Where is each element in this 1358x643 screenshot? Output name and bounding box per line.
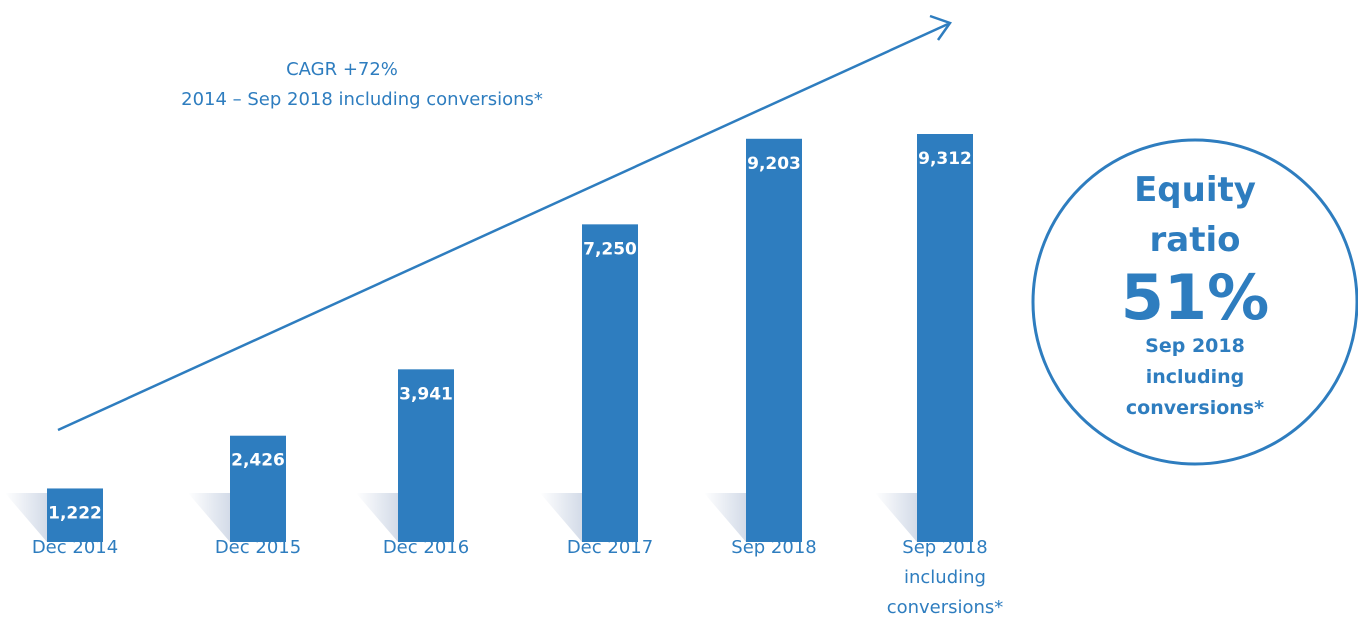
callout: Equity ratio 51% Sep 2018 including conv… bbox=[1120, 170, 1270, 419]
bar bbox=[47, 488, 103, 542]
callout-title: Equity ratio bbox=[1134, 170, 1256, 260]
x-tick-label: Sep 2018 bbox=[731, 537, 817, 558]
annotation: CAGR +72% bbox=[286, 59, 398, 80]
bar bbox=[230, 435, 286, 542]
bar-shadow bbox=[704, 493, 746, 542]
bar bbox=[398, 369, 454, 542]
callout-value: 51% bbox=[1120, 261, 1270, 334]
bar bbox=[917, 134, 973, 542]
trend-arrow bbox=[57, 22, 949, 432]
bar-shadow bbox=[188, 493, 230, 542]
data-label: 2,426 bbox=[231, 451, 285, 471]
data-label: 3,941 bbox=[399, 384, 453, 404]
data-label: 9,203 bbox=[747, 154, 801, 174]
x-tick-label: Dec 2014 bbox=[31, 537, 119, 558]
bar bbox=[746, 138, 802, 543]
annotation: 2014 – Sep 2018 including conversions* bbox=[181, 89, 543, 110]
bar bbox=[582, 224, 638, 542]
data-label: 7,250 bbox=[583, 239, 637, 259]
data-label: 1,222 bbox=[48, 503, 102, 523]
x-tick-label: Dec 2017 bbox=[566, 537, 654, 558]
x-tick-label: Dec 2016 bbox=[382, 537, 470, 558]
callout-note: Sep 2018 including conversions* bbox=[1125, 335, 1265, 419]
data-label: 9,312 bbox=[918, 149, 972, 169]
bar-shadow bbox=[540, 493, 582, 542]
bar-shadow bbox=[5, 493, 47, 542]
arrow-head bbox=[929, 14, 952, 41]
callout-circle bbox=[1031, 138, 1358, 466]
bar-shadow bbox=[356, 493, 398, 542]
x-tick-label: Sep 2018 including conversions* bbox=[886, 537, 1004, 618]
x-tick-label: Dec 2015 bbox=[214, 537, 302, 558]
bar-shadow bbox=[875, 493, 917, 542]
